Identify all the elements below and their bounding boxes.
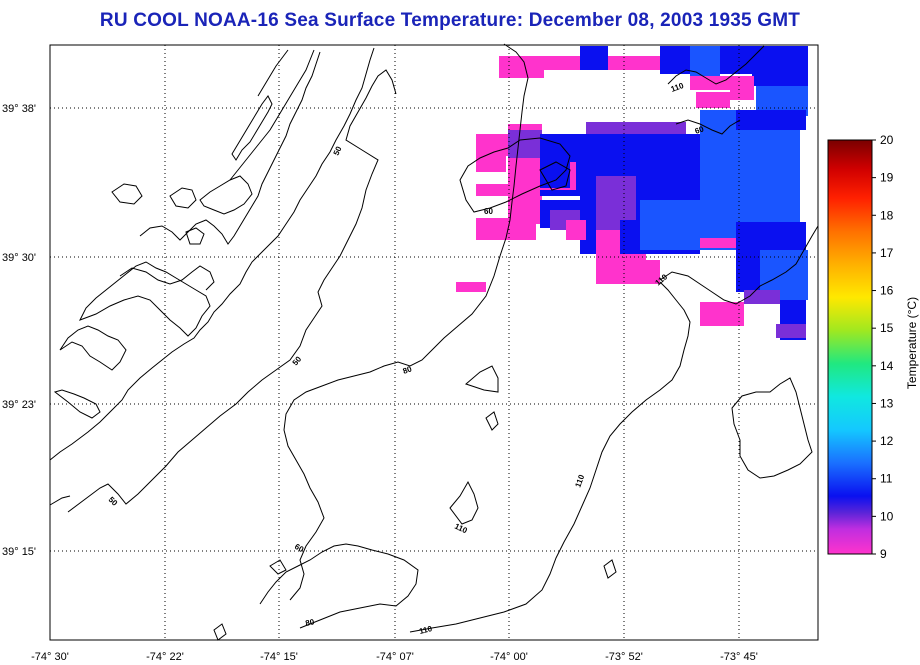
sst-pixel-block [500, 70, 540, 78]
sst-pixel-block [586, 122, 686, 136]
contour-label: 50 [107, 495, 120, 508]
colorbar-tick-label: 11 [880, 472, 893, 486]
contour-label: 110 [418, 624, 433, 636]
sst-pixel-block [690, 76, 730, 90]
sst-pixel-block [700, 302, 744, 326]
lon-tick-label: -74° 07' [376, 651, 414, 663]
sst-pixel-block [690, 46, 720, 76]
lon-tick-label: -74° 30' [31, 651, 69, 663]
lat-tick-label: 39° 38' [2, 103, 36, 115]
lat-tick-label: 39° 15' [2, 546, 36, 558]
sst-data-layer [456, 46, 808, 340]
colorbar-tick-label: 17 [880, 246, 894, 260]
contour-label: 60 [484, 207, 493, 216]
lon-tick-label: -73° 52' [605, 651, 643, 663]
colorbar-tick-label: 10 [880, 509, 894, 523]
contour-label: 110 [453, 522, 469, 536]
sst-pixel-block [596, 260, 660, 284]
sst-pixel-block [752, 46, 808, 86]
sst-pixel-block [476, 184, 510, 196]
sst-pixel-block [580, 46, 608, 70]
map-title: RU COOL NOAA-16 Sea Surface Temperature:… [99, 10, 801, 31]
contour-label: 110 [670, 81, 686, 94]
lat-lon-grid [50, 45, 818, 640]
colorbar-tick-label: 18 [880, 208, 894, 222]
sst-pixel-block [740, 140, 800, 180]
lat-tick-label: 39° 30' [2, 252, 36, 264]
sst-pixel-block [696, 92, 730, 108]
sst-pixel-block [540, 160, 570, 188]
sst-pixel-block [700, 238, 736, 248]
contour-label: 80 [305, 617, 316, 628]
contour-label: 50 [332, 144, 344, 156]
sst-pixel-block [660, 46, 690, 74]
longitude-labels: -74° 30' -74° 22' -74° 15' -74° 07' -74°… [31, 651, 758, 663]
contour-label: 60 [293, 542, 306, 555]
colorbar-tick-label: 12 [880, 434, 894, 448]
colorbar-ticks: 9 10 11 12 13 14 15 16 17 18 19 20 [872, 133, 894, 561]
sst-pixel-block [476, 156, 506, 172]
sst-pixel-block [476, 134, 510, 156]
bathymetry-contours [67, 43, 819, 641]
latitude-labels: 39° 38' 39° 30' 39° 23' 39° 15' [2, 103, 36, 558]
lon-tick-label: -74° 22' [146, 651, 184, 663]
colorbar-tick-label: 15 [880, 321, 894, 335]
sst-pixel-block [456, 282, 486, 292]
sst-pixel-block [744, 290, 780, 304]
colorbar-tick-label: 14 [880, 359, 894, 373]
lat-tick-label: 39° 23' [2, 399, 36, 411]
colorbar-tick-label: 13 [880, 396, 894, 410]
lon-tick-label: -74° 15' [260, 651, 298, 663]
colorbar-label: Temperature (°C) [905, 297, 919, 389]
colorbar-tick-label: 20 [880, 133, 894, 147]
map-frame [49, 44, 819, 641]
lon-tick-label: -74° 00' [490, 651, 528, 663]
contour-label: 80 [402, 364, 414, 376]
colorbar [827, 139, 873, 555]
coastline [49, 47, 375, 506]
contour-label: 60 [694, 124, 706, 136]
colorbar-tick-label: 9 [880, 547, 887, 561]
sst-pixel-block [776, 324, 806, 338]
lon-tick-label: -73° 45' [720, 651, 758, 663]
sst-pixel-block [736, 110, 806, 130]
colorbar-tick-label: 19 [880, 171, 894, 185]
sst-pixel-block [730, 76, 754, 100]
contour-label: 110 [573, 473, 586, 489]
sst-pixel-block [566, 220, 586, 240]
sst-pixel-block [540, 56, 580, 70]
colorbar-tick-label: 16 [880, 284, 894, 298]
